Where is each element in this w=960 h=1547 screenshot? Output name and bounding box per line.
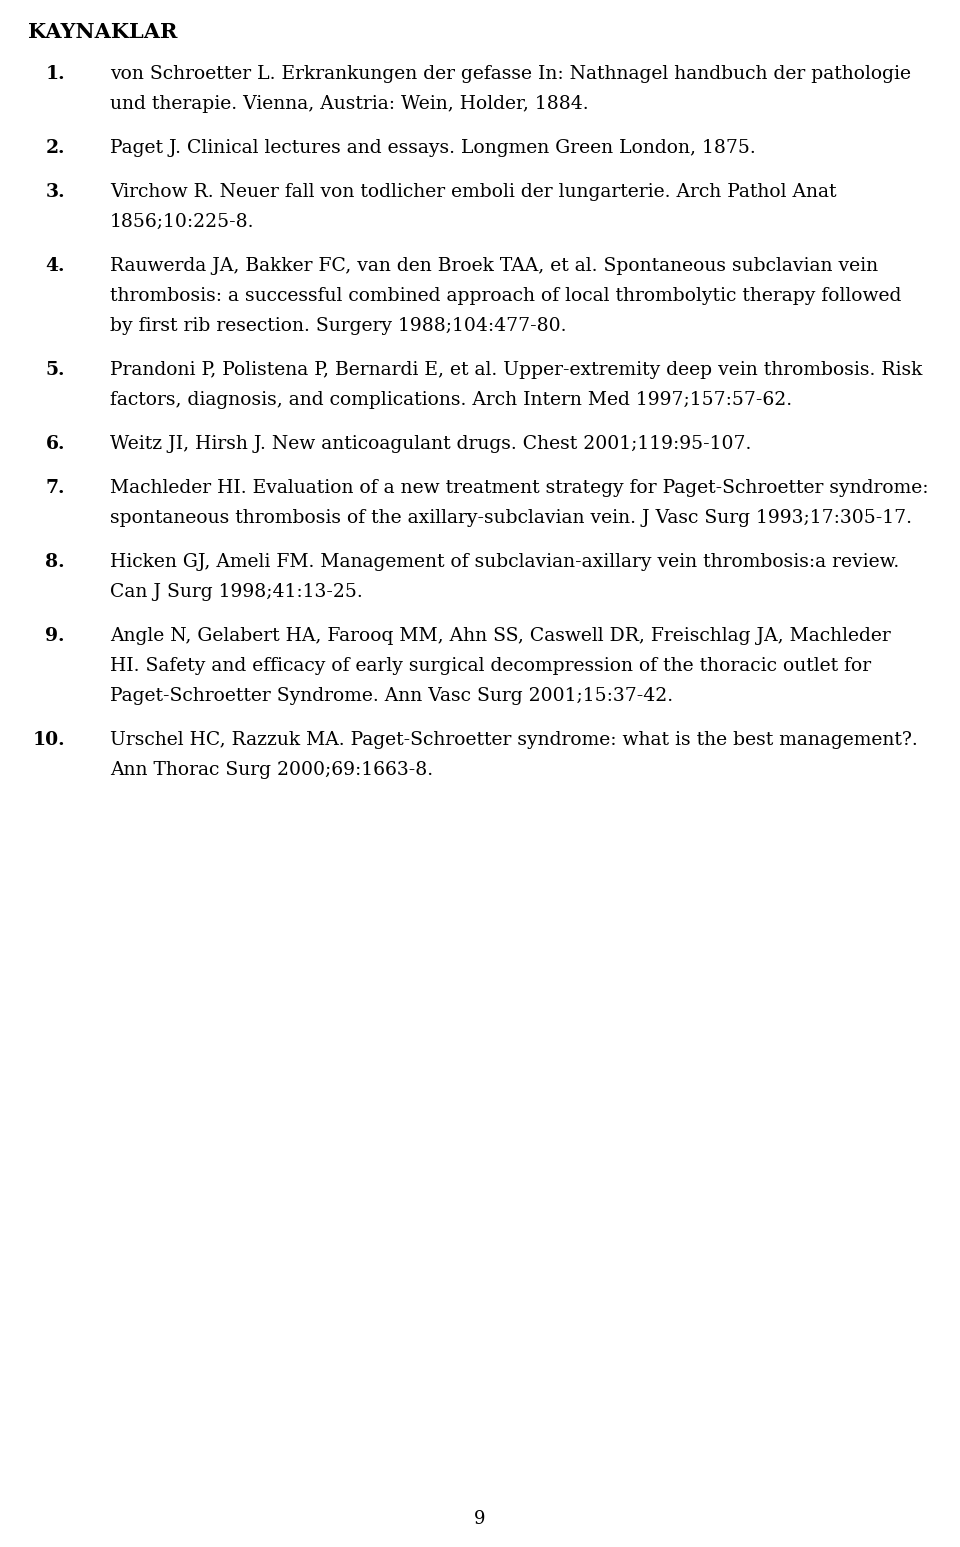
Text: Angle N, Gelabert HA, Farooq MM, Ahn SS, Caswell DR, Freischlag JA, Machleder: Angle N, Gelabert HA, Farooq MM, Ahn SS,…: [110, 627, 891, 645]
Text: und therapie. Vienna, Austria: Wein, Holder, 1884.: und therapie. Vienna, Austria: Wein, Hol…: [110, 94, 588, 113]
Text: 9: 9: [474, 1510, 486, 1528]
Text: 1.: 1.: [45, 65, 65, 84]
Text: Prandoni P, Polistena P, Bernardi E, et al. Upper-extremity deep vein thrombosis: Prandoni P, Polistena P, Bernardi E, et …: [110, 360, 923, 379]
Text: Paget-Schroetter Syndrome. Ann Vasc Surg 2001;15:37-42.: Paget-Schroetter Syndrome. Ann Vasc Surg…: [110, 687, 673, 705]
Text: Virchow R. Neuer fall von todlicher emboli der lungarterie. Arch Pathol Anat: Virchow R. Neuer fall von todlicher embo…: [110, 183, 836, 201]
Text: Hicken GJ, Ameli FM. Management of subclavian-axillary vein thrombosis:a review.: Hicken GJ, Ameli FM. Management of subcl…: [110, 552, 900, 571]
Text: 9.: 9.: [45, 627, 65, 645]
Text: spontaneous thrombosis of the axillary-subclavian vein. J Vasc Surg 1993;17:305-: spontaneous thrombosis of the axillary-s…: [110, 509, 912, 528]
Text: 5.: 5.: [45, 360, 65, 379]
Text: Urschel HC, Razzuk MA. Paget-Schroetter syndrome: what is the best management?.: Urschel HC, Razzuk MA. Paget-Schroetter …: [110, 732, 918, 749]
Text: 6.: 6.: [45, 435, 65, 453]
Text: by first rib resection. Surgery 1988;104:477-80.: by first rib resection. Surgery 1988;104…: [110, 317, 566, 336]
Text: KAYNAKLAR: KAYNAKLAR: [28, 22, 178, 42]
Text: Weitz JI, Hirsh J. New anticoagulant drugs. Chest 2001;119:95-107.: Weitz JI, Hirsh J. New anticoagulant dru…: [110, 435, 752, 453]
Text: thrombosis: a successful combined approach of local thrombolytic therapy followe: thrombosis: a successful combined approa…: [110, 288, 901, 305]
Text: 4.: 4.: [45, 257, 65, 275]
Text: HI. Safety and efficacy of early surgical decompression of the thoracic outlet f: HI. Safety and efficacy of early surgica…: [110, 657, 871, 674]
Text: 7.: 7.: [45, 480, 65, 497]
Text: 1856;10:225-8.: 1856;10:225-8.: [110, 213, 254, 231]
Text: Paget J. Clinical lectures and essays. Longmen Green London, 1875.: Paget J. Clinical lectures and essays. L…: [110, 139, 756, 156]
Text: Can J Surg 1998;41:13-25.: Can J Surg 1998;41:13-25.: [110, 583, 363, 600]
Text: von Schroetter L. Erkrankungen der gefasse In: Nathnagel handbuch der pathologie: von Schroetter L. Erkrankungen der gefas…: [110, 65, 911, 84]
Text: Machleder HI. Evaluation of a new treatment strategy for Paget-Schroetter syndro: Machleder HI. Evaluation of a new treatm…: [110, 480, 928, 497]
Text: 8.: 8.: [45, 552, 65, 571]
Text: Rauwerda JA, Bakker FC, van den Broek TAA, et al. Spontaneous subclavian vein: Rauwerda JA, Bakker FC, van den Broek TA…: [110, 257, 878, 275]
Text: 2.: 2.: [45, 139, 65, 156]
Text: 3.: 3.: [45, 183, 65, 201]
Text: Ann Thorac Surg 2000;69:1663-8.: Ann Thorac Surg 2000;69:1663-8.: [110, 761, 433, 780]
Text: 10.: 10.: [33, 732, 65, 749]
Text: factors, diagnosis, and complications. Arch Intern Med 1997;157:57-62.: factors, diagnosis, and complications. A…: [110, 391, 792, 408]
